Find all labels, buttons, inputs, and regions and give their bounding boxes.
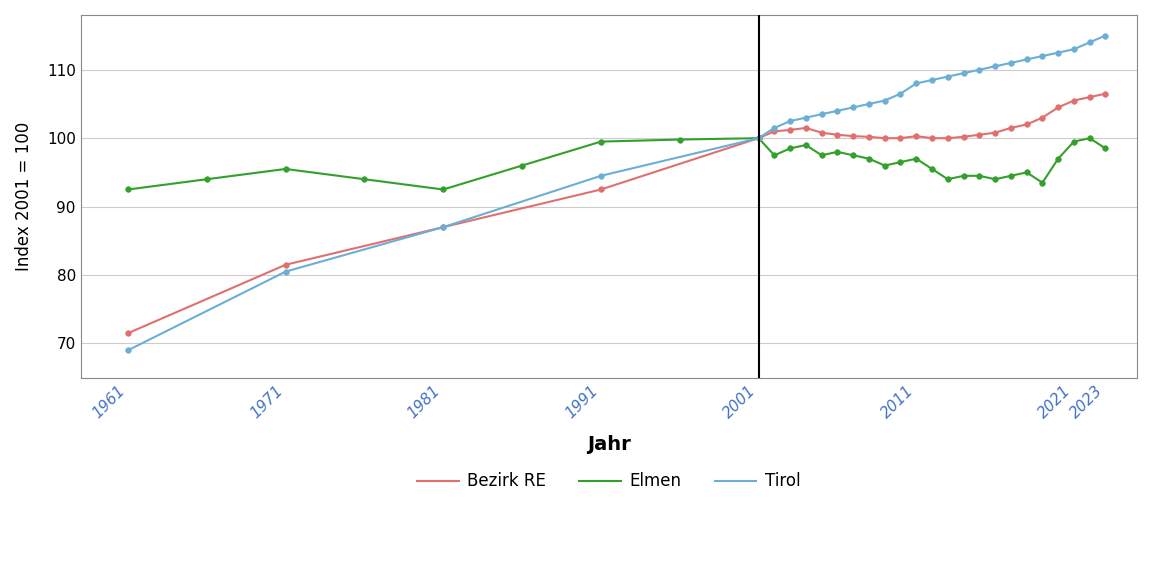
Tirol <box>972 66 986 73</box>
Elmen <box>594 138 608 145</box>
Tirol <box>594 172 608 179</box>
Tirol <box>862 100 876 107</box>
Bezirk RE <box>941 135 955 142</box>
Bezirk RE <box>1083 94 1097 101</box>
Elmen <box>847 152 861 159</box>
Bezirk RE <box>831 131 844 138</box>
Bezirk RE <box>799 124 813 131</box>
Tirol <box>894 90 908 97</box>
Tirol <box>988 63 1002 70</box>
Tirol <box>1003 59 1017 66</box>
Tirol <box>909 80 923 87</box>
Bezirk RE <box>988 129 1002 136</box>
Bezirk RE <box>1099 90 1113 97</box>
Elmen <box>909 156 923 162</box>
Bezirk RE <box>783 127 797 134</box>
Tirol <box>767 124 781 131</box>
Bezirk RE <box>925 135 939 142</box>
Bezirk RE <box>972 131 986 138</box>
Tirol <box>121 347 135 354</box>
Bezirk RE <box>752 135 766 142</box>
Tirol <box>1036 52 1049 59</box>
Elmen <box>121 186 135 193</box>
Bezirk RE <box>847 132 861 139</box>
Elmen <box>437 186 450 193</box>
Tirol <box>878 97 892 104</box>
Tirol <box>752 135 766 142</box>
Elmen <box>988 176 1002 183</box>
Bezirk RE <box>437 223 450 230</box>
Tirol <box>783 118 797 124</box>
Bezirk RE <box>1052 104 1066 111</box>
Elmen <box>673 136 687 143</box>
Bezirk RE <box>767 128 781 135</box>
Bezirk RE <box>1020 121 1033 128</box>
Bezirk RE <box>956 134 970 141</box>
Elmen <box>1020 169 1033 176</box>
Bezirk RE <box>1036 114 1049 121</box>
Elmen <box>878 162 892 169</box>
Elmen <box>1083 135 1097 142</box>
Elmen <box>814 152 828 159</box>
Elmen <box>357 176 371 183</box>
Tirol <box>1067 46 1081 52</box>
Line: Tirol: Tirol <box>128 36 1106 350</box>
X-axis label: Jahr: Jahr <box>586 435 630 454</box>
Elmen <box>783 145 797 152</box>
Tirol <box>1052 49 1066 56</box>
Elmen <box>799 142 813 149</box>
Bezirk RE <box>121 329 135 336</box>
Tirol <box>956 70 970 77</box>
Tirol <box>1083 39 1097 46</box>
Elmen <box>956 172 970 179</box>
Elmen <box>894 158 908 165</box>
Bezirk RE <box>594 186 608 193</box>
Elmen <box>1099 145 1113 152</box>
Elmen <box>972 172 986 179</box>
Elmen <box>925 165 939 172</box>
Elmen <box>1003 172 1017 179</box>
Elmen <box>1052 156 1066 162</box>
Tirol <box>831 107 844 114</box>
Tirol <box>437 223 450 230</box>
Tirol <box>814 111 828 118</box>
Bezirk RE <box>894 135 908 142</box>
Tirol <box>1099 32 1113 39</box>
Bezirk RE <box>878 135 892 142</box>
Bezirk RE <box>1003 124 1017 131</box>
Elmen <box>279 165 293 172</box>
Tirol <box>941 73 955 80</box>
Y-axis label: Index 2001 = 100: Index 2001 = 100 <box>15 122 33 271</box>
Tirol <box>925 77 939 84</box>
Elmen <box>831 149 844 156</box>
Elmen <box>199 176 213 183</box>
Elmen <box>862 156 876 162</box>
Bezirk RE <box>1067 97 1081 104</box>
Elmen <box>1036 179 1049 186</box>
Tirol <box>279 268 293 275</box>
Elmen <box>1067 138 1081 145</box>
Bezirk RE <box>909 132 923 139</box>
Legend: Bezirk RE, Elmen, Tirol: Bezirk RE, Elmen, Tirol <box>410 466 808 497</box>
Bezirk RE <box>279 262 293 268</box>
Elmen <box>752 135 766 142</box>
Line: Bezirk RE: Bezirk RE <box>128 94 1106 333</box>
Elmen <box>515 162 529 169</box>
Elmen <box>767 152 781 159</box>
Tirol <box>799 114 813 121</box>
Bezirk RE <box>862 134 876 141</box>
Line: Elmen: Elmen <box>128 138 1106 190</box>
Bezirk RE <box>814 129 828 136</box>
Elmen <box>941 176 955 183</box>
Tirol <box>1020 56 1033 63</box>
Tirol <box>847 104 861 111</box>
